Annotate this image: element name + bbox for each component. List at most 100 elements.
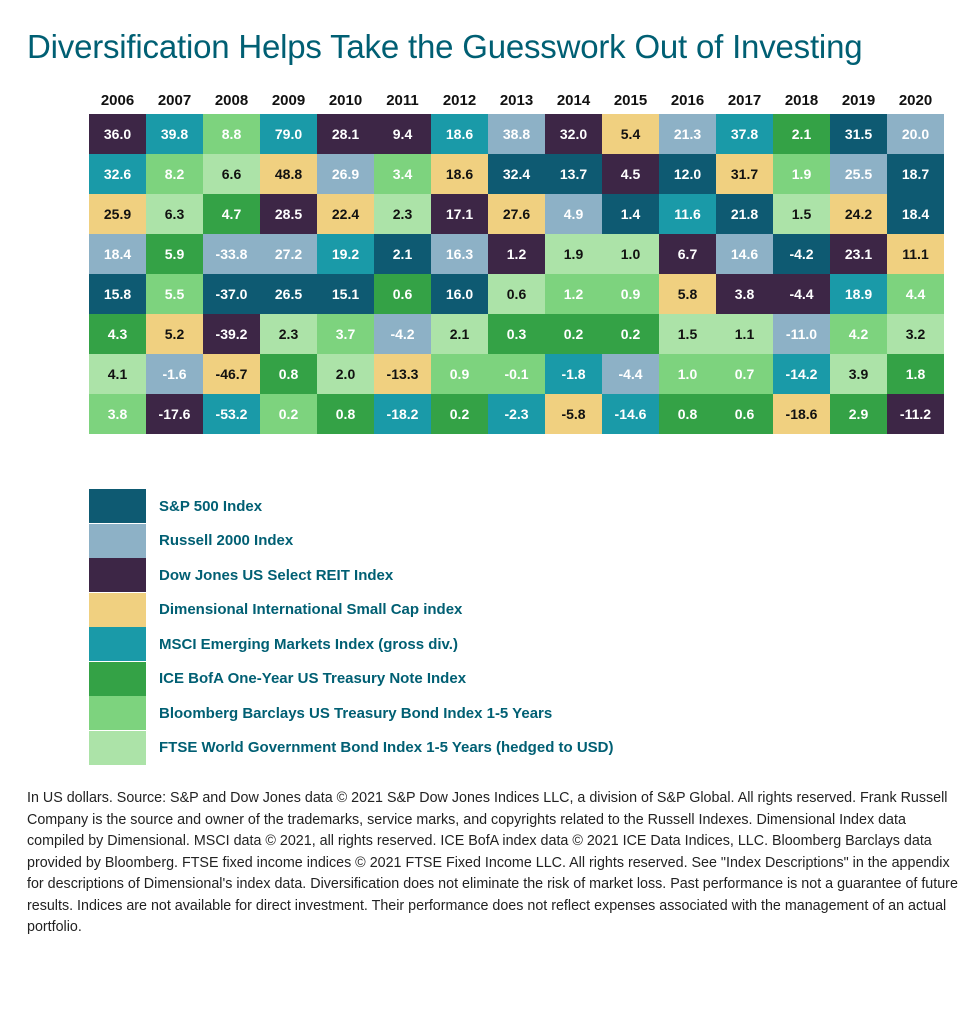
return-cell: 4.9 [545, 194, 602, 234]
return-cell: 26.5 [260, 274, 317, 314]
return-cell: -46.7 [203, 354, 260, 394]
return-cell: 23.1 [830, 234, 887, 274]
return-cell: 48.8 [260, 154, 317, 194]
return-cell: 20.0 [887, 114, 944, 154]
year-label: 2014 [556, 92, 591, 109]
source-footnote: In US dollars. Source: S&P and Dow Jones… [27, 790, 958, 935]
return-cell: 3.4 [374, 154, 431, 194]
return-cell: 38.8 [488, 114, 545, 154]
return-cell: -1.8 [545, 354, 602, 394]
return-cell: 2.3 [374, 194, 431, 234]
return-cell: 18.6 [431, 154, 488, 194]
return-cell: 0.2 [602, 314, 659, 354]
return-cell: 1.1 [716, 314, 773, 354]
return-cell: 0.2 [431, 394, 488, 434]
return-cell: 0.9 [431, 354, 488, 394]
return-cell: 1.5 [659, 314, 716, 354]
legend-swatch [89, 661, 146, 696]
return-cell: 19.2 [317, 234, 374, 274]
return-cell: 18.4 [89, 234, 146, 274]
return-cell: 0.8 [260, 354, 317, 394]
year-label: 2008 [214, 92, 249, 109]
year-label: 2019 [841, 92, 876, 109]
return-cell: 1.5 [773, 194, 830, 234]
return-cell: -33.8 [203, 234, 260, 274]
return-cell: -2.3 [488, 394, 545, 434]
return-cell: 5.2 [146, 314, 203, 354]
return-cell: -37.0 [203, 274, 260, 314]
year-label: 2012 [442, 92, 477, 109]
legend-label: MSCI Emerging Markets Index (gross div.) [159, 635, 458, 653]
return-cell: -11.2 [887, 394, 944, 434]
return-cell: 12.0 [659, 154, 716, 194]
return-cell: 31.5 [830, 114, 887, 154]
return-cell: -18.2 [374, 394, 431, 434]
legend-label: Bloomberg Barclays US Treasury Bond Inde… [159, 704, 553, 722]
return-cell: 32.4 [488, 154, 545, 194]
return-cell: 5.9 [146, 234, 203, 274]
return-cell: -1.6 [146, 354, 203, 394]
legend-item: Dimensional International Small Cap inde… [89, 592, 789, 627]
return-cell: -53.2 [203, 394, 260, 434]
return-cell: 21.8 [716, 194, 773, 234]
return-cell: 28.5 [260, 194, 317, 234]
return-cell: 28.1 [317, 114, 374, 154]
year-label: 2015 [613, 92, 648, 109]
return-cell: 4.2 [830, 314, 887, 354]
return-cell: 37.8 [716, 114, 773, 154]
return-cell: 2.1 [431, 314, 488, 354]
return-cell: 2.0 [317, 354, 374, 394]
return-cell: 3.7 [317, 314, 374, 354]
return-cell: 1.2 [545, 274, 602, 314]
return-cell: -0.1 [488, 354, 545, 394]
return-cell: 1.8 [887, 354, 944, 394]
legend-swatch [89, 523, 146, 558]
legend-swatch [89, 489, 146, 523]
return-cell: 1.4 [602, 194, 659, 234]
return-cell: 8.2 [146, 154, 203, 194]
return-cell: 32.6 [89, 154, 146, 194]
return-cell: 4.3 [89, 314, 146, 354]
return-cell: -4.2 [773, 234, 830, 274]
legend-label: ICE BofA One-Year US Treasury Note Index [159, 670, 467, 687]
return-cell: 1.0 [659, 354, 716, 394]
return-cell: 6.7 [659, 234, 716, 274]
return-cell: 24.2 [830, 194, 887, 234]
return-cell: 18.4 [887, 194, 944, 234]
year-label: 2016 [670, 92, 705, 109]
return-cell: 0.6 [716, 394, 773, 434]
return-cell: 2.9 [830, 394, 887, 434]
legend-item: S&P 500 Index [89, 489, 789, 523]
return-cell: 14.6 [716, 234, 773, 274]
return-cell: 79.0 [260, 114, 317, 154]
legend-item: Bloomberg Barclays US Treasury Bond Inde… [89, 696, 789, 730]
year-label: 2017 [727, 92, 762, 109]
legend-item: MSCI Emerging Markets Index (gross div.) [89, 627, 789, 661]
legend-label: Dimensional International Small Cap inde… [159, 601, 463, 618]
return-cell: 5.8 [659, 274, 716, 314]
return-cell: 3.9 [830, 354, 887, 394]
return-cell: -17.6 [146, 394, 203, 434]
return-cell: 1.9 [773, 154, 830, 194]
year-label: 2020 [898, 92, 933, 109]
return-cell: 26.9 [317, 154, 374, 194]
return-cell: 3.8 [716, 274, 773, 314]
return-cell: 8.8 [203, 114, 260, 154]
legend-swatch [89, 696, 146, 730]
return-cell: -14.2 [773, 354, 830, 394]
return-cell: 6.6 [203, 154, 260, 194]
return-cell: 9.4 [374, 114, 431, 154]
return-cell: -39.2 [203, 314, 260, 354]
year-header-row: 2006 2007 2008 2009 2010 2011 2012 2013 2014 2015… [89, 91, 944, 111]
legend-label: Dow Jones US Select REIT Index [159, 566, 394, 584]
return-cell: -4.4 [602, 354, 659, 394]
return-cell: 4.1 [89, 354, 146, 394]
return-cell: 0.6 [488, 274, 545, 314]
return-cell: 15.1 [317, 274, 374, 314]
return-cell: 27.2 [260, 234, 317, 274]
return-cell: 0.6 [374, 274, 431, 314]
return-cell: 3.8 [89, 394, 146, 434]
legend-label: S&P 500 Index [159, 497, 263, 515]
return-cell: 4.7 [203, 194, 260, 234]
return-cell: -5.8 [545, 394, 602, 434]
